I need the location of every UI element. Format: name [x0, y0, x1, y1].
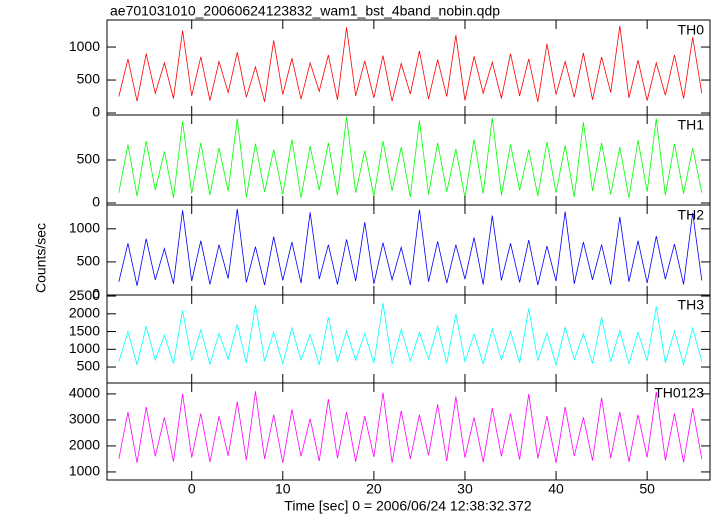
- y-axis-label: Counts/sec: [33, 223, 49, 293]
- y-tick-label: 500: [77, 358, 101, 374]
- panel-label: TH2: [678, 207, 705, 223]
- x-axis-label: Time [sec] 0 = 2006/06/24 12:38:32.372: [284, 498, 532, 514]
- y-tick-label: 500: [77, 151, 101, 167]
- panel-frame: [106, 382, 711, 481]
- y-tick-label: 3000: [69, 411, 100, 427]
- y-tick-label: 0: [92, 194, 100, 210]
- chart-title: ae701031010_20060624123832_wam1_bst_4ban…: [110, 3, 500, 19]
- y-tick-label: 2000: [69, 437, 100, 453]
- data-line: [118, 25, 703, 102]
- x-tick-label: 20: [366, 481, 382, 497]
- y-tick-label: 0: [92, 104, 100, 120]
- panel-frame: [106, 294, 711, 384]
- x-tick-label: 40: [548, 481, 564, 497]
- panel-label: TH0: [678, 22, 705, 38]
- panel-frame: [106, 19, 711, 116]
- x-tick-label: 0: [188, 481, 196, 497]
- y-tick-label: 2500: [69, 287, 100, 303]
- data-line: [118, 116, 703, 198]
- x-tick-label: 50: [639, 481, 655, 497]
- y-tick-label: 4000: [69, 385, 100, 401]
- data-line: [118, 208, 703, 286]
- y-tick-label: 500: [77, 71, 101, 87]
- y-tick-label: 1000: [69, 220, 100, 236]
- y-tick-label: 0: [92, 286, 100, 302]
- data-line: [118, 303, 703, 367]
- y-tick-label: 500: [77, 253, 101, 269]
- y-tick-label: 2000: [69, 305, 100, 321]
- y-tick-label: 1500: [69, 322, 100, 338]
- y-tick-label: 1000: [69, 340, 100, 356]
- panel-label: TH3: [678, 297, 705, 313]
- y-tick-label: 1000: [69, 463, 100, 479]
- x-tick-label: 30: [457, 481, 473, 497]
- data-line: [118, 391, 703, 463]
- panel-label: TH0123: [654, 385, 704, 401]
- panel-label: TH1: [678, 117, 705, 133]
- y-tick-label: 1000: [69, 38, 100, 54]
- x-tick-label: 10: [275, 481, 291, 497]
